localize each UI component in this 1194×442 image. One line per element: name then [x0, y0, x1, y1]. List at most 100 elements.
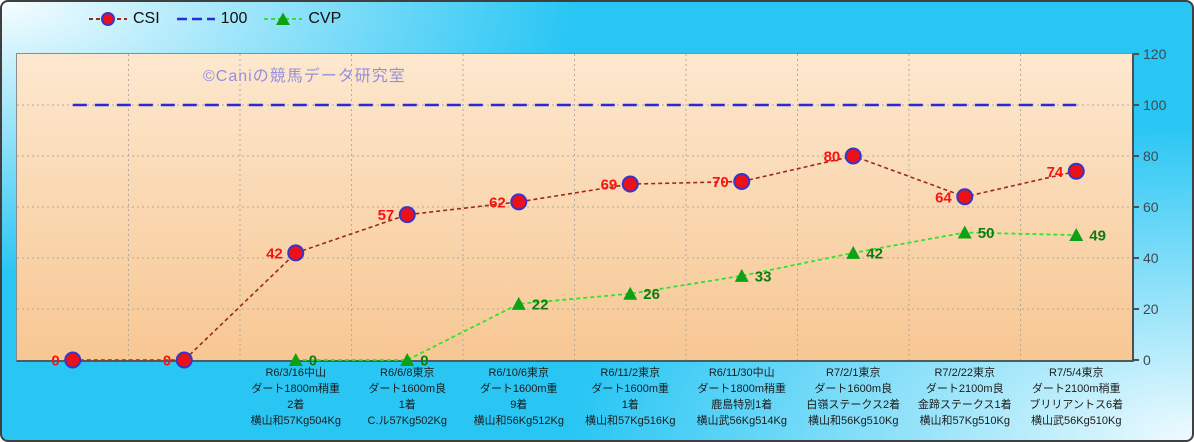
y-axis-tick: [1134, 104, 1139, 106]
cvp-legend-marker-icon: [264, 12, 303, 25]
x-axis-label-line: 1着: [398, 399, 416, 411]
csi-point[interactable]: [510, 193, 528, 211]
x-axis-label: R7/2/1東京 ダート1600m良 白嶺ステークス2着 横山和56Kg510Kg: [806, 365, 900, 429]
cvp-point[interactable]: [1069, 228, 1084, 242]
cvp-point[interactable]: [734, 268, 749, 282]
x-axis-label-line: 横山和57Kg510Kg: [919, 415, 1010, 427]
x-axis-label-line: 白嶺ステークス2着: [806, 399, 901, 411]
cvp-data-label: 0: [309, 353, 317, 370]
csi-data-label: 42: [266, 245, 283, 262]
hundred-legend-marker-icon: [176, 17, 215, 21]
cvp-data-label: 33: [755, 268, 772, 285]
y-axis-tick-label: 20: [1143, 301, 1159, 317]
csi-point[interactable]: [621, 175, 639, 193]
csi-point[interactable]: [398, 206, 416, 224]
x-axis-label: R7/2/22東京 ダート2100m良 金蹄ステークス1着 横山和57Kg510Kg: [918, 365, 1012, 429]
csi-point[interactable]: [64, 351, 82, 369]
x-axis-label-line: ダート1600m良: [814, 383, 893, 395]
y-axis-tick: [1134, 257, 1139, 259]
x-axis-label-line: ダート1600m重: [479, 383, 558, 395]
legend-item-csi[interactable]: CSI: [88, 10, 160, 28]
x-axis-label-line: R6/11/2東京: [600, 367, 661, 379]
chart-svg: 0 0 42 57 62 69 70 80 64 74 0 0 22 26 33 42 50 49: [17, 54, 1132, 370]
x-axis-label: R6/3/16中山ダート1800m稍重 2着横山和57Kg504Kg: [251, 365, 342, 429]
x-axis-label-line: C.ル57Kg502Kg: [367, 415, 448, 427]
y-axis-tick: [1134, 53, 1139, 55]
csi-point[interactable]: [733, 173, 751, 190]
x-axis-label-line: 横山和56Kg512Kg: [473, 415, 565, 427]
x-axis-label-line: ダート1800m稍重: [697, 383, 787, 395]
y-axis-tick-label: 120: [1143, 46, 1167, 62]
legend-label-csi: CSI: [133, 10, 160, 27]
x-axis-label-line: 横山和56Kg510Kg: [807, 415, 899, 427]
csi-data-label: 0: [51, 353, 59, 370]
y-axis-tick-label: 60: [1143, 199, 1159, 215]
cvp-point[interactable]: [957, 225, 972, 239]
csi-data-label: 62: [489, 194, 506, 211]
chart-legend: CSI 100 CVP: [88, 6, 341, 32]
x-axis-label-line: ダート2100m良: [925, 383, 1004, 395]
x-axis-label-line: ダート1600m重: [591, 383, 670, 395]
y-axis-tick: [1134, 308, 1139, 310]
x-axis-label-line: ダート2100m稍重: [1031, 383, 1121, 395]
x-axis-label: R7/5/4東京ダート2100m稍重 ブリリアントス6着 横山武56Kg510Kg: [1029, 365, 1123, 429]
legend-triangle-marker: [276, 12, 291, 25]
x-axis-label-line: R6/6/8東京: [380, 367, 435, 379]
csi-point[interactable]: [844, 147, 862, 165]
x-axis-label-line: ダート1800m稍重: [251, 383, 341, 395]
y-axis-tick-label: 0: [1143, 352, 1151, 368]
csi-data-label: 80: [824, 149, 841, 166]
cvp-data-label: 49: [1089, 228, 1106, 245]
cvp-point[interactable]: [846, 245, 861, 259]
x-axis-label-line: 横山武56Kg510Kg: [1031, 415, 1122, 427]
cvp-data-label: 50: [978, 225, 995, 242]
csi-data-label: 74: [1047, 164, 1064, 181]
cvp-point[interactable]: [288, 353, 303, 366]
csi-point[interactable]: [287, 244, 305, 262]
x-axis-label-line: ブリリアントス6着: [1029, 399, 1124, 411]
legend-circle-marker: [101, 12, 115, 26]
y-axis-tick-label: 100: [1143, 97, 1167, 113]
cvp-data-label: 22: [532, 296, 549, 313]
x-axis-label: R6/10/6東京 ダート1600m重 9着 横山和56Kg512Kg: [474, 365, 565, 429]
x-axis-label-line: R7/5/4東京: [1049, 367, 1104, 379]
cvp-point[interactable]: [400, 353, 415, 366]
csi-data-label: 70: [712, 174, 729, 191]
csi-data-label: 69: [601, 177, 618, 194]
csi-point[interactable]: [956, 188, 974, 206]
csi-data-label: 0: [163, 353, 171, 370]
x-axis-label-line: 横山和57Kg516Kg: [585, 415, 676, 427]
csi-data-label: 64: [935, 189, 952, 206]
cvp-data-label: 26: [643, 286, 660, 303]
x-axis-label-line: R6/11/30中山: [708, 367, 775, 379]
y-axis-tick: [1134, 155, 1139, 157]
legend-item-100[interactable]: 100: [176, 10, 248, 28]
cvp-data-label: 0: [420, 353, 428, 370]
x-axis-label-line: 横山和57Kg504Kg: [250, 415, 342, 427]
x-axis-label-line: R7/2/1東京: [826, 367, 881, 379]
x-axis-label-line: 1着: [621, 399, 639, 411]
watermark: ©Caniの競馬データ研究室: [203, 68, 406, 85]
cvp-point[interactable]: [623, 286, 638, 300]
cvp-point[interactable]: [511, 296, 526, 310]
x-axis-label-line: 2着: [287, 399, 305, 411]
x-axis-label: R6/11/30中山 ダート1800m稍重 鹿島特別1着横山武56Kg514Kg: [697, 365, 788, 429]
x-axis-label-line: 9着: [510, 399, 528, 411]
legend-item-cvp[interactable]: CVP: [263, 10, 341, 28]
x-axis-label: R6/11/2東京 ダート1600m重 1着横山和57Kg516Kg: [585, 365, 676, 429]
y-axis-tick: [1134, 206, 1139, 208]
csi-data-label: 57: [378, 207, 395, 224]
cvp-data-label: 42: [866, 245, 883, 262]
x-axis-label-line: 金蹄ステークス1着: [917, 399, 1012, 411]
csi-point[interactable]: [175, 351, 193, 369]
x-axis-label-line: ダート1600m良: [368, 383, 447, 395]
x-axis-label-line: 鹿島特別1着: [711, 399, 773, 411]
y-axis-tick-label: 40: [1143, 250, 1159, 266]
x-axis-label-line: 横山武56Kg514Kg: [696, 415, 788, 427]
plot-area: 0 0 42 57 62 69 70 80 64 74 0 0 22 26 33 42 50 49 ©Caniの競…: [16, 53, 1134, 370]
legend-label-100: 100: [220, 10, 248, 27]
x-axis-label-line: R6/3/16中山: [265, 367, 327, 379]
y-axis-tick-label: 80: [1143, 148, 1159, 164]
csi-point[interactable]: [1067, 162, 1085, 180]
csi-legend-marker-icon: [89, 12, 127, 26]
